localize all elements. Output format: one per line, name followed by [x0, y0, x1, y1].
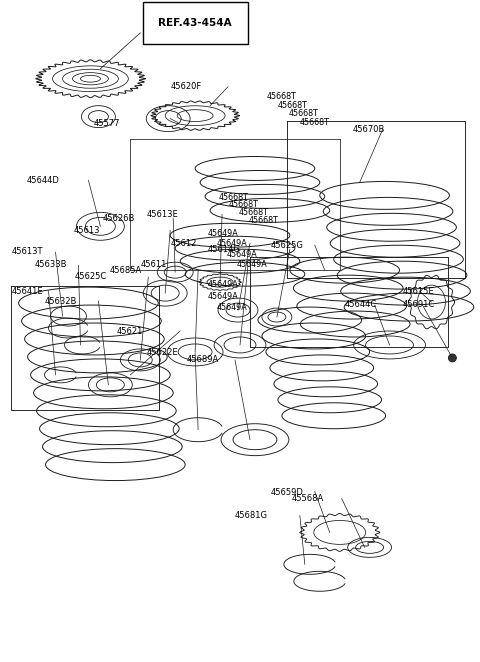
- Text: 45691C: 45691C: [403, 300, 435, 309]
- Text: 45611: 45611: [141, 260, 168, 269]
- Text: 45685A: 45685A: [110, 265, 142, 275]
- Text: 45644C: 45644C: [344, 300, 377, 309]
- Text: 45668T: 45668T: [239, 209, 268, 217]
- Text: 45625C: 45625C: [75, 272, 107, 281]
- Text: REF.43-454A: REF.43-454A: [158, 18, 232, 28]
- Text: 45632B: 45632B: [45, 297, 77, 306]
- Text: 45620F: 45620F: [170, 82, 202, 91]
- Text: 45568A: 45568A: [292, 494, 324, 503]
- Text: 45621: 45621: [117, 326, 144, 336]
- Text: 45649A: 45649A: [217, 240, 248, 248]
- Text: 45668T: 45668T: [228, 201, 258, 209]
- Text: 45613: 45613: [73, 226, 100, 235]
- Text: 45644D: 45644D: [27, 176, 60, 185]
- Text: 45668T: 45668T: [288, 109, 318, 118]
- Text: 45625G: 45625G: [271, 241, 304, 250]
- Ellipse shape: [448, 354, 456, 362]
- Text: 45668T: 45668T: [249, 216, 278, 225]
- Text: 45613T: 45613T: [11, 248, 43, 256]
- Text: 45668T: 45668T: [277, 101, 307, 110]
- Text: 45615E: 45615E: [403, 287, 434, 296]
- Text: 45668T: 45668T: [300, 118, 329, 127]
- Text: 45649A: 45649A: [227, 250, 257, 259]
- Text: 45668T: 45668T: [218, 193, 248, 201]
- Text: 45668T: 45668T: [266, 92, 296, 101]
- Text: 45577: 45577: [94, 118, 120, 128]
- Text: 45641E: 45641E: [11, 287, 43, 296]
- Text: 45633B: 45633B: [34, 260, 67, 269]
- Text: 45681G: 45681G: [234, 511, 267, 520]
- Text: 45649A: 45649A: [207, 280, 238, 289]
- Text: 45626B: 45626B: [103, 214, 135, 223]
- Text: 45613E: 45613E: [147, 210, 179, 218]
- Text: 45649A: 45649A: [236, 260, 267, 269]
- Text: 45689A: 45689A: [186, 355, 219, 364]
- Text: 45649A: 45649A: [207, 229, 238, 238]
- Text: 45649A: 45649A: [217, 303, 248, 312]
- Text: 45659D: 45659D: [270, 487, 303, 496]
- Text: 45670B: 45670B: [353, 125, 385, 134]
- Text: 45614G: 45614G: [208, 246, 241, 254]
- Text: 45649A: 45649A: [207, 292, 238, 301]
- Text: 45612: 45612: [170, 239, 197, 248]
- Text: 45622E: 45622E: [147, 348, 178, 357]
